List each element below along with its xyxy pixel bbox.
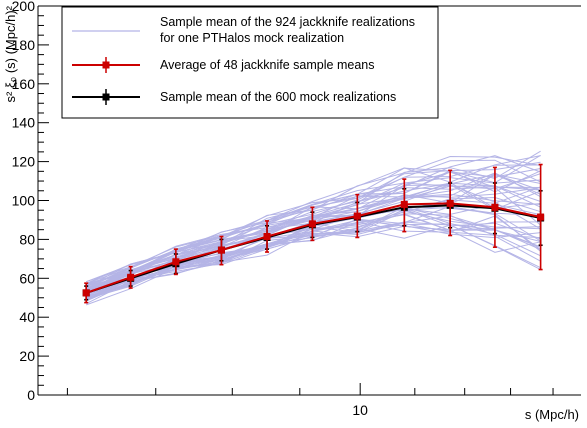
data-point: [217, 246, 225, 254]
y-tick-label: 40: [19, 309, 35, 325]
axes: 0 20 40 60 80 100 120 140 160 180 200 10 s (Mpc/h) s²…: [3, 0, 581, 422]
data-point: [537, 213, 545, 221]
legend-box: [61, 6, 439, 119]
data-point: [308, 220, 316, 228]
jackknife-curve: [86, 219, 541, 300]
data-point: [82, 289, 90, 297]
data-point: [491, 203, 499, 211]
data-point: [446, 199, 454, 207]
y-tick-label: 140: [12, 115, 36, 131]
jackknife-curve: [85, 173, 541, 290]
data-point: [172, 258, 180, 266]
x-tick-label: 10: [352, 402, 368, 418]
series-2: [82, 182, 545, 301]
legend-label-jackknife: Sample mean of the 924 jackknife realiza…: [160, 15, 415, 29]
y-tick-label: 160: [12, 76, 36, 92]
y-tick-label: 180: [12, 37, 36, 53]
x-axis-title: s (Mpc/h): [525, 407, 579, 422]
series-1: [82, 163, 545, 304]
jackknife-curve: [86, 154, 541, 283]
data-point: [400, 200, 408, 208]
series-layer: [82, 163, 545, 304]
y-tick-label: 60: [19, 270, 35, 286]
y-tick-label: 120: [12, 154, 36, 170]
legend-label-average: Average of 48 jackknife sample means: [160, 58, 374, 72]
y-tick-label: 80: [19, 231, 35, 247]
data-point: [263, 232, 271, 240]
legend: Sample mean of the 924 jackknife realiza…: [61, 6, 439, 119]
y-tick-label: 20: [19, 348, 35, 364]
y-tick-label: 0: [27, 387, 35, 403]
legend-label-jackknife: for one PTHalos mock realization: [160, 31, 344, 45]
y-tick-label: 200: [12, 0, 36, 14]
y-axis-title: s² ξ₀ (s) (Mpc/h)²: [3, 5, 18, 102]
y-tick-label: 100: [12, 193, 36, 209]
legend-label-mock: Sample mean of the 600 mock realizations: [160, 90, 396, 104]
data-point: [127, 273, 135, 281]
data-point: [353, 212, 361, 220]
